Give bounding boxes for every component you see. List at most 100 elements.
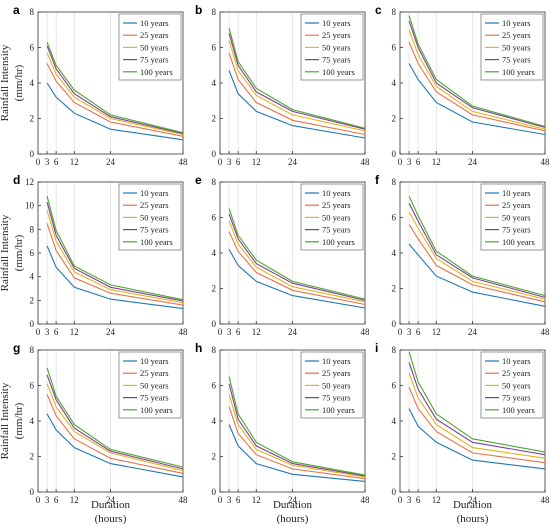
x-tick-label: 0 xyxy=(36,327,41,337)
series-line-10-years xyxy=(46,413,184,478)
legend-entry: 75 years xyxy=(502,393,531,403)
x-tick-label: 12 xyxy=(432,157,441,167)
legend-entry: 10 years xyxy=(140,188,169,198)
legend-entry: 50 years xyxy=(322,42,351,52)
y-tick-label: 6 xyxy=(212,213,217,223)
y-tick-label: 8 xyxy=(212,345,217,355)
y-tick-label: 0 xyxy=(212,487,217,497)
y-tick-label: 2 xyxy=(30,452,35,462)
y-tick-label: 0 xyxy=(212,319,217,329)
x-tick-label: 3 xyxy=(45,157,50,167)
x-tick-label: 48 xyxy=(361,495,371,505)
x-tick-label: 24 xyxy=(106,495,116,505)
y-tick-label: 6 xyxy=(30,43,35,53)
series-line-50-years xyxy=(46,52,184,136)
panel-letter: h xyxy=(195,341,202,355)
legend-entry: 50 years xyxy=(140,212,169,222)
y-tick-label: 4 xyxy=(30,272,35,282)
series-line-10-years xyxy=(408,408,546,470)
x-tick-label: 6 xyxy=(236,495,241,505)
y-tick-label: 4 xyxy=(392,248,397,258)
legend-entry: 25 years xyxy=(502,200,531,210)
y-tick-label: 0 xyxy=(392,149,397,159)
y-tick-label: 4 xyxy=(30,416,35,426)
y-tick-label: 6 xyxy=(392,43,397,53)
y-tick-label: 10 xyxy=(25,201,35,211)
y-tick-label: 6 xyxy=(30,248,35,258)
legend-entry: 10 years xyxy=(322,188,351,198)
y-tick-label: 8 xyxy=(30,7,35,17)
legend-entry: 10 years xyxy=(502,18,531,28)
x-tick-label: 24 xyxy=(106,157,116,167)
legend-entry: 25 years xyxy=(502,368,531,378)
series-line-75-years xyxy=(408,20,546,128)
x-tick-label: 12 xyxy=(70,157,79,167)
y-tick-label: 8 xyxy=(212,7,217,17)
y-tick-label: 4 xyxy=(212,248,217,258)
x-tick-label: 48 xyxy=(541,157,550,167)
y-tick-label: 4 xyxy=(30,78,35,88)
x-tick-label: 3 xyxy=(45,327,50,337)
series-line-10-years xyxy=(228,249,366,309)
y-tick-label: 8 xyxy=(30,345,35,355)
legend-entry: 75 years xyxy=(140,55,169,65)
y-tick-label: 8 xyxy=(212,177,217,187)
y-axis-unit: (mm/hr) xyxy=(13,64,25,101)
y-tick-label: 0 xyxy=(212,149,217,159)
x-tick-label: 3 xyxy=(407,495,412,505)
panel-letter: b xyxy=(195,3,202,17)
legend-entry: 75 years xyxy=(502,225,531,235)
series-line-75-years xyxy=(228,33,366,130)
x-tick-label: 24 xyxy=(288,495,298,505)
x-tick-label: 0 xyxy=(398,327,403,337)
x-tick-label: 48 xyxy=(541,327,550,337)
panel-letter: c xyxy=(375,3,382,17)
x-tick-label: 3 xyxy=(227,327,232,337)
x-tick-label: 6 xyxy=(416,327,421,337)
panel-letter: d xyxy=(13,173,20,187)
x-tick-label: 0 xyxy=(36,157,41,167)
series-line-100-years xyxy=(408,15,546,128)
legend-entry: 50 years xyxy=(140,380,169,390)
series-line-25-years xyxy=(228,231,366,306)
x-tick-label: 24 xyxy=(468,327,478,337)
series-line-10-years xyxy=(228,424,366,482)
series-line-75-years xyxy=(46,45,184,135)
legend-entry: 100 years xyxy=(140,405,173,415)
legend-entry: 100 years xyxy=(502,405,535,415)
series-line-50-years xyxy=(408,372,546,459)
series-line-75-years xyxy=(228,213,366,301)
x-tick-label: 12 xyxy=(432,495,441,505)
y-axis-title: Rainfall Intensity xyxy=(0,382,11,459)
legend-entry: 100 years xyxy=(322,67,355,77)
y-axis-title: Rainfall Intensity xyxy=(0,44,11,121)
x-tick-label: 6 xyxy=(54,495,59,505)
series-line-50-years xyxy=(228,394,366,478)
series-line-100-years xyxy=(408,195,546,297)
series-line-75-years xyxy=(46,201,184,302)
legend-entry: 50 years xyxy=(322,380,351,390)
y-tick-label: 2 xyxy=(30,295,35,305)
series-line-100-years xyxy=(46,42,184,134)
x-tick-label: 0 xyxy=(36,495,41,505)
x-tick-label: 0 xyxy=(398,495,403,505)
legend-entry: 100 years xyxy=(140,67,173,77)
panel-letter: f xyxy=(375,173,380,187)
y-tick-label: 2 xyxy=(212,114,217,124)
x-tick-label: 24 xyxy=(288,327,298,337)
series-line-10-years xyxy=(408,243,546,307)
x-tick-label: 6 xyxy=(54,157,59,167)
y-tick-label: 8 xyxy=(392,177,397,187)
series-line-75-years xyxy=(46,374,184,470)
y-tick-label: 4 xyxy=(392,416,397,426)
y-tick-label: 2 xyxy=(30,114,35,124)
panel-letter: g xyxy=(13,341,20,355)
legend-entry: 75 years xyxy=(322,225,351,235)
